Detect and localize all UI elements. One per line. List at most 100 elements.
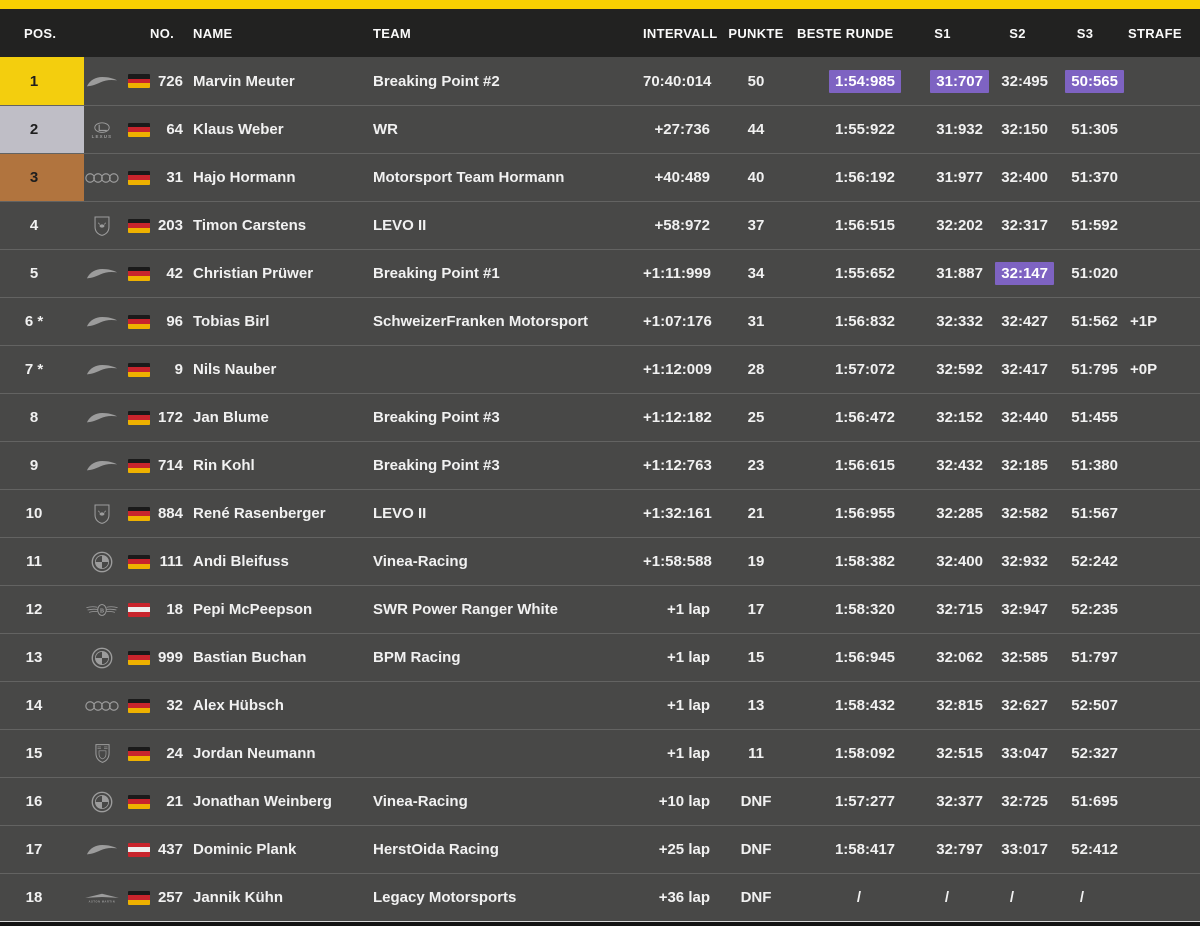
- driver-name: Bastian Buchan: [193, 649, 307, 666]
- header-no: NO.: [150, 25, 175, 41]
- driver-name: Timon Carstens: [193, 217, 307, 234]
- lexus-logo-icon: [86, 120, 118, 140]
- s2-value: 32:427: [1001, 313, 1048, 330]
- germany-flag-icon: [128, 74, 150, 88]
- flag-cell: [120, 266, 150, 281]
- driver-name: Marvin Meuter: [193, 72, 295, 90]
- table-row[interactable]: 3 31 Hajo Hormann Motorsport Team Horman…: [0, 153, 1200, 201]
- car-number: 714: [157, 457, 183, 474]
- car-logo-cell: [84, 503, 120, 525]
- position-cell: 4: [29, 217, 39, 234]
- lamborghini-logo-icon: [93, 503, 111, 525]
- mclaren-logo-icon: [86, 843, 118, 856]
- table-row[interactable]: 17 437 Dominic Plank HerstOida Racing +2…: [0, 825, 1200, 873]
- car-logo-cell: [84, 120, 120, 140]
- germany-flag-icon: [128, 746, 150, 761]
- position-cell: 5: [29, 265, 39, 282]
- table-row[interactable]: 14 32 Alex Hübsch +1 lap 13 1:58:432 32:…: [0, 681, 1200, 729]
- table-row[interactable]: 7 * 9 Nils Nauber +1:12:009 28 1:57:072 …: [0, 345, 1200, 393]
- driver-name: Andi Bleifuss: [193, 553, 289, 570]
- driver-name: Jan Blume: [193, 409, 269, 426]
- team-name: Legacy Motorsports: [373, 889, 517, 906]
- germany-flag-icon: [128, 218, 150, 233]
- car-number: 437: [157, 841, 183, 858]
- team-name: BPM Racing: [373, 649, 461, 666]
- table-row[interactable]: 13 999 Bastian Buchan BPM Racing +1 lap …: [0, 633, 1200, 681]
- table-row[interactable]: 5 42 Christian Prüwer Breaking Point #1 …: [0, 249, 1200, 297]
- header-pos: POS.: [24, 25, 57, 41]
- lamborghini-logo-icon: [93, 215, 111, 237]
- team-name: HerstOida Racing: [373, 841, 499, 858]
- s1-value: 31:932: [936, 121, 983, 138]
- team-name: SWR Power Ranger White: [373, 601, 559, 618]
- germany-flag-icon: [128, 890, 150, 905]
- intervall-value: +58:972: [654, 217, 710, 234]
- flag-cell: [120, 74, 150, 88]
- germany-flag-icon: [128, 698, 150, 713]
- germany-flag-icon: [128, 794, 150, 809]
- driver-name: Jonathan Weinberg: [193, 793, 332, 810]
- intervall-value: +40:489: [654, 169, 710, 186]
- table-row[interactable]: 11 111 Andi Bleifuss Vinea-Racing +1:58:…: [0, 537, 1200, 585]
- s1-value: 32:400: [936, 553, 983, 570]
- driver-name: Tobias Birl: [193, 313, 270, 330]
- mclaren-logo-icon: [86, 315, 118, 328]
- table-row[interactable]: 15 24 Jordan Neumann +1 lap 11 1:58:092 …: [0, 729, 1200, 777]
- flag-cell: [120, 650, 150, 665]
- table-row[interactable]: 12 18 Pepi McPeepson SWR Power Ranger Wh…: [0, 585, 1200, 633]
- car-logo-cell: [84, 267, 120, 280]
- flag-cell: [120, 746, 150, 761]
- punkte-value: 13: [747, 697, 765, 714]
- punkte-value: 44: [747, 121, 765, 138]
- table-row[interactable]: 9 714 Rin Kohl Breaking Point #3 +1:12:7…: [0, 441, 1200, 489]
- s3-value: 51:567: [1071, 505, 1118, 522]
- best-lap-value: 1:58:432: [834, 697, 895, 714]
- s2-value: 32:585: [1001, 649, 1048, 666]
- s2-value: 33:047: [1001, 745, 1048, 762]
- table-row[interactable]: 2 64 Klaus Weber WR +27:736 44 1:55:922 …: [0, 105, 1200, 153]
- car-logo-cell: [84, 459, 120, 472]
- best-lap-value: 1:56:955: [834, 505, 895, 522]
- best-lap-value: 1:56:615: [834, 457, 895, 474]
- bmw-logo-icon: [91, 647, 113, 669]
- results-table-body: 1 726 Marvin Meuter Breaking Point #2 70…: [0, 57, 1200, 921]
- punkte-value: DNF: [740, 841, 772, 858]
- car-logo-cell: [84, 363, 120, 376]
- table-row[interactable]: 6 * 96 Tobias Birl SchweizerFranken Moto…: [0, 297, 1200, 345]
- s2-value: 32:147: [985, 262, 1054, 285]
- position-cell: 2: [0, 106, 84, 153]
- car-number: 203: [157, 217, 183, 234]
- strafe-value: +0P: [1130, 361, 1158, 378]
- car-number: 24: [166, 745, 183, 762]
- position-cell: 8: [29, 409, 39, 426]
- table-row[interactable]: 4 203 Timon Carstens LEVO II +58:972 37 …: [0, 201, 1200, 249]
- flag-cell: [120, 410, 150, 425]
- table-row[interactable]: 18 257 Jannik Kühn Legacy Motorsports +3…: [0, 873, 1200, 921]
- best-lap-value: 1:54:985: [795, 69, 901, 93]
- s1-value: 31:887: [936, 265, 983, 282]
- flag-cell: [120, 362, 150, 377]
- position-cell: 6 *: [24, 313, 44, 330]
- s1-value: /: [944, 889, 949, 906]
- team-name: Breaking Point #2: [373, 72, 500, 90]
- s3-value: 51:695: [1071, 793, 1118, 810]
- bottom-bar: [0, 921, 1200, 926]
- intervall-value: 70:40:014: [643, 72, 712, 90]
- table-row[interactable]: 1 726 Marvin Meuter Breaking Point #2 70…: [0, 57, 1200, 105]
- flag-cell: [120, 506, 150, 521]
- table-row[interactable]: 10 884 René Rasenberger LEVO II +1:32:16…: [0, 489, 1200, 537]
- intervall-value: +36 lap: [658, 889, 710, 906]
- table-row[interactable]: 8 172 Jan Blume Breaking Point #3 +1:12:…: [0, 393, 1200, 441]
- driver-name: Jannik Kühn: [193, 889, 284, 906]
- driver-name: Jordan Neumann: [193, 745, 316, 762]
- s3-value: 52:235: [1071, 601, 1118, 618]
- s2-value: 33:017: [1001, 841, 1048, 858]
- header-punkte: PUNKTE: [728, 25, 784, 41]
- punkte-value: DNF: [740, 889, 772, 906]
- bmw-logo-icon: [91, 791, 113, 813]
- punkte-value: 17: [747, 601, 765, 618]
- driver-name: Dominic Plank: [193, 841, 297, 858]
- audi-logo-icon: [85, 700, 119, 712]
- intervall-value: +1:11:999: [643, 265, 711, 282]
- table-row[interactable]: 16 21 Jonathan Weinberg Vinea-Racing +10…: [0, 777, 1200, 825]
